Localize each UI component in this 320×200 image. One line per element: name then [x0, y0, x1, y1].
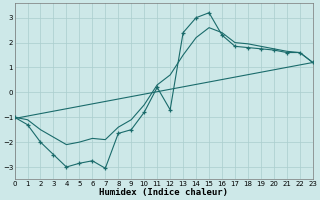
- X-axis label: Humidex (Indice chaleur): Humidex (Indice chaleur): [99, 188, 228, 197]
